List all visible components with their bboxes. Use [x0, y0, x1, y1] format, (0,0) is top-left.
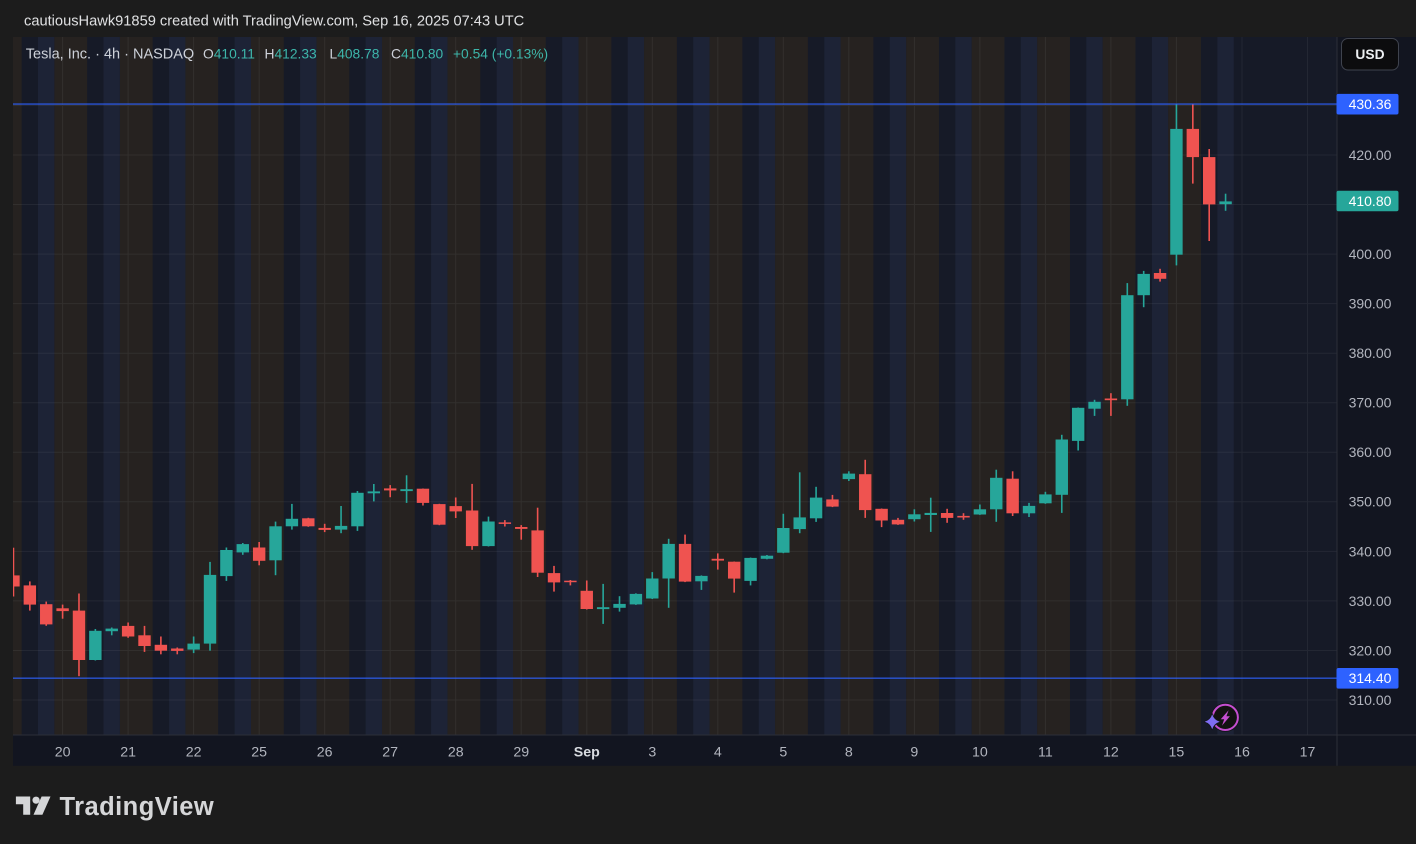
- svg-text:27: 27: [382, 745, 398, 761]
- svg-text:USD: USD: [1355, 47, 1384, 62]
- svg-text:410.80: 410.80: [1349, 193, 1392, 209]
- svg-text:C410.80: C410.80: [391, 47, 443, 62]
- svg-text:320.00: 320.00: [1349, 642, 1392, 658]
- svg-text:16: 16: [1234, 745, 1250, 761]
- svg-text:22: 22: [186, 745, 202, 761]
- svg-text:10: 10: [972, 745, 988, 761]
- svg-text:17: 17: [1300, 745, 1316, 761]
- svg-text:9: 9: [910, 745, 918, 761]
- svg-text:Sep: Sep: [574, 745, 600, 761]
- svg-text:314.40: 314.40: [1349, 670, 1392, 686]
- svg-text:O410.11: O410.11: [203, 47, 255, 62]
- svg-text:400.00: 400.00: [1349, 246, 1392, 262]
- svg-text:330.00: 330.00: [1349, 593, 1392, 609]
- svg-text:390.00: 390.00: [1349, 296, 1392, 312]
- svg-text:TradingView: TradingView: [60, 793, 215, 821]
- svg-text:420.00: 420.00: [1349, 147, 1392, 163]
- svg-text:25: 25: [251, 745, 267, 761]
- svg-text:8: 8: [845, 745, 853, 761]
- svg-text:350.00: 350.00: [1349, 494, 1392, 510]
- svg-text:28: 28: [448, 745, 464, 761]
- svg-text:360.00: 360.00: [1349, 444, 1392, 460]
- svg-text:12: 12: [1103, 745, 1119, 761]
- svg-text:11: 11: [1038, 745, 1053, 761]
- svg-text:21: 21: [120, 745, 136, 761]
- svg-text:26: 26: [317, 745, 333, 761]
- svg-text:370.00: 370.00: [1349, 395, 1392, 411]
- svg-text:5: 5: [779, 745, 787, 761]
- svg-text:310.00: 310.00: [1349, 692, 1392, 708]
- svg-text:Tesla, Inc. · 4h · NASDAQ: Tesla, Inc. · 4h · NASDAQ: [26, 47, 194, 63]
- svg-text:430.36: 430.36: [1349, 96, 1392, 112]
- svg-text:cautiousHawk91859 created with: cautiousHawk91859 created with TradingVi…: [24, 14, 525, 30]
- svg-text:15: 15: [1169, 745, 1185, 761]
- svg-text:380.00: 380.00: [1349, 345, 1392, 361]
- svg-text:20: 20: [55, 745, 71, 761]
- svg-text:H412.33: H412.33: [265, 47, 317, 62]
- svg-text:L408.78: L408.78: [330, 47, 380, 62]
- svg-text:4: 4: [714, 745, 722, 761]
- svg-text:340.00: 340.00: [1349, 543, 1392, 559]
- svg-text:+0.54 (+0.13%): +0.54 (+0.13%): [453, 47, 548, 62]
- svg-text:3: 3: [648, 745, 656, 761]
- svg-text:29: 29: [513, 745, 529, 761]
